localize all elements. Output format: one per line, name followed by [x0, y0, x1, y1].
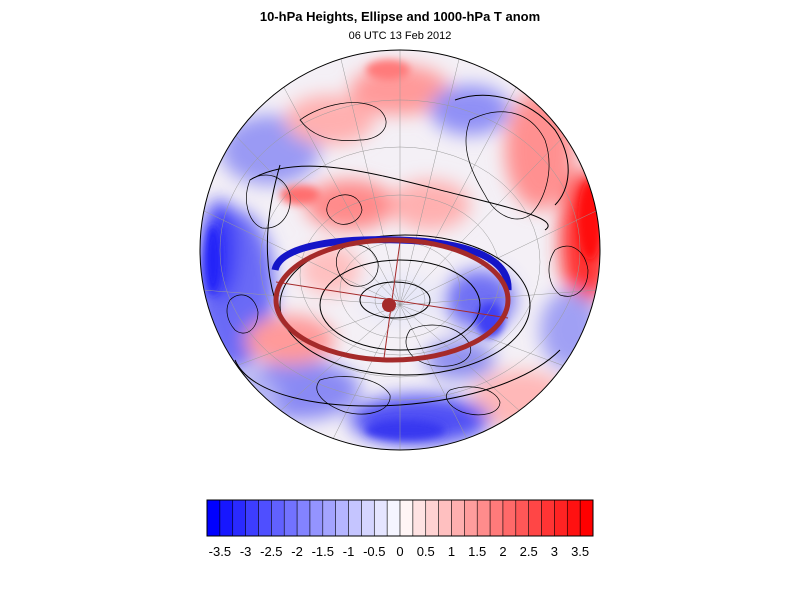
colorbar-tick-label: 2	[499, 544, 506, 559]
colorbar-box	[386, 499, 401, 537]
colorbar-tick-label: 0	[396, 544, 403, 559]
ellipse-center-marker	[382, 298, 396, 312]
colorbar-box	[322, 499, 337, 537]
polar-map	[199, 49, 601, 451]
colorbar-box	[515, 499, 530, 537]
colorbar-box	[579, 499, 594, 537]
colorbar-box	[219, 499, 234, 537]
colorbar-tick-label: -1.5	[312, 544, 334, 559]
colorbar-tick-label: -3.5	[209, 544, 231, 559]
colorbar-box	[566, 499, 581, 537]
anomaly-detail	[205, 60, 600, 440]
colorbar-box	[438, 499, 452, 537]
colorbar-box	[399, 499, 414, 537]
coastlines	[226, 102, 589, 416]
colorbar-tick-label: -0.5	[363, 544, 385, 559]
colorbar-box	[335, 499, 350, 537]
colorbar-tick-label: -1	[343, 544, 355, 559]
colorbar-box	[451, 499, 465, 537]
colorbar-box	[373, 499, 388, 537]
colorbar-box	[464, 499, 478, 537]
colorbar-tick-label: 3	[551, 544, 558, 559]
colorbar-box	[348, 499, 362, 537]
colorbar-tick-label: 1	[448, 544, 455, 559]
colorbar-tick-label: 3.5	[571, 544, 589, 559]
colorbar-box	[309, 499, 324, 537]
colorbar-box	[296, 499, 311, 537]
colorbar-labels: -3.5 -3 -2.5 -2 -1.5 -1 -0.5 0 0.5 1 1.5 2 2.5 3 3.5	[209, 544, 590, 559]
colorbar-box	[206, 499, 221, 537]
colorbar-box	[245, 499, 259, 537]
colorbar-tick-label: -2.5	[260, 544, 282, 559]
colorbar-tick-label: 0.5	[417, 544, 435, 559]
colorbar-boxes	[206, 499, 594, 537]
meridians	[201, 50, 599, 450]
globe-outline	[199, 49, 601, 451]
colorbar-box	[502, 499, 517, 537]
colorbar-box	[425, 499, 440, 537]
colorbar-box	[412, 499, 427, 537]
colorbar-box	[232, 499, 247, 537]
colorbar-tick-label: 1.5	[468, 544, 486, 559]
colorbar-box	[271, 499, 285, 537]
figure-subtitle: 06 UTC 13 Feb 2012	[348, 30, 452, 42]
vortex-ellipse	[271, 236, 512, 363]
colorbar-tick-label: -2	[291, 544, 303, 559]
colorbar-box	[489, 499, 504, 537]
colorbar-tick-label: 2.5	[520, 544, 538, 559]
colorbar-box	[258, 499, 272, 537]
colorbar-box	[361, 499, 375, 537]
figure-title: 10-hPa Heights, Ellipse and 1000-hPa T a…	[259, 9, 541, 24]
height-contours	[234, 94, 569, 407]
colorbar-box	[476, 499, 491, 537]
colorbar-box	[283, 499, 298, 537]
colorbar-box	[541, 499, 555, 537]
colorbar-box	[528, 499, 543, 537]
colorbar-frame	[206, 499, 594, 537]
colorbar-box	[554, 499, 568, 537]
colorbar-tick-label: -3	[240, 544, 252, 559]
